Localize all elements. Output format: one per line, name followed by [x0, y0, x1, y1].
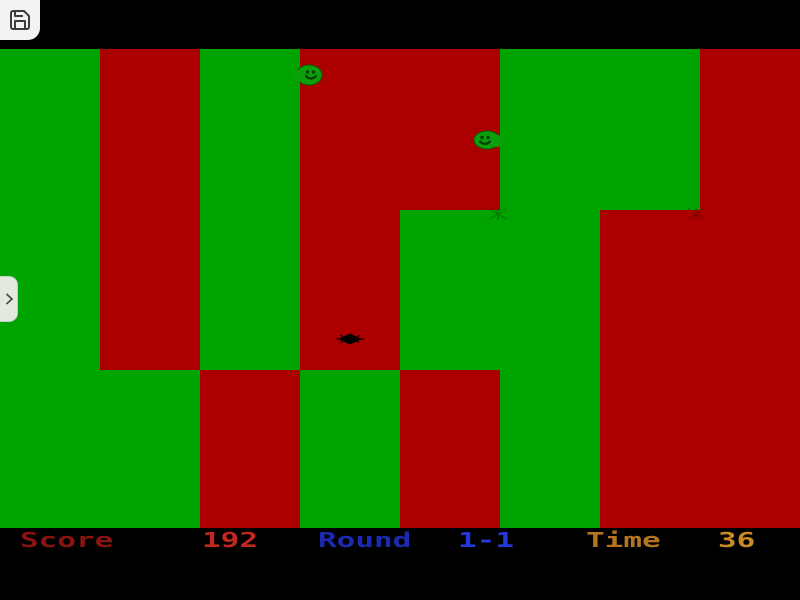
grid-cell: [500, 49, 600, 210]
grid-cell: [0, 370, 100, 528]
splat-mark: [686, 206, 706, 225]
grid-cell: [700, 49, 800, 210]
grid-cell: [100, 49, 200, 210]
grid-cell: [600, 49, 700, 210]
save-button[interactable]: [0, 0, 40, 40]
status-bar: Score 192 Round 1-1 Time 36: [0, 528, 800, 600]
grid-cell: [700, 370, 800, 528]
grid-cell: [700, 210, 800, 370]
grid-cell: [200, 370, 300, 528]
grid-cell: [300, 370, 400, 528]
grid-cell: [200, 210, 300, 370]
time-label: Time: [586, 528, 661, 552]
grid-cell: [100, 210, 200, 370]
score-value: 192: [202, 528, 258, 552]
score-label: Score: [20, 528, 114, 552]
grid-cell: [400, 49, 500, 210]
grid-cell: [400, 210, 500, 370]
green-creature-sprite: [473, 130, 503, 155]
round-label: Round: [318, 528, 412, 552]
splat-mark: [488, 206, 508, 225]
grid-cell: [500, 370, 600, 528]
time-value: 36: [718, 528, 756, 552]
grid-cell: [600, 210, 700, 370]
floppy-disk-icon: [8, 8, 32, 32]
grid-cell: [0, 49, 100, 210]
chevron-right-icon: [4, 292, 14, 306]
black-spider-sprite: [335, 330, 365, 352]
sidebar-toggle-button[interactable]: [0, 276, 18, 322]
grid-cell: [600, 370, 700, 528]
grid-cell: [500, 210, 600, 370]
grid-cell: [400, 370, 500, 528]
round-value: 1-1: [458, 528, 514, 552]
green-creature-sprite: [293, 63, 323, 91]
grid-cell: [100, 370, 200, 528]
top-bar: [0, 0, 800, 49]
grid-cell: [200, 49, 300, 210]
